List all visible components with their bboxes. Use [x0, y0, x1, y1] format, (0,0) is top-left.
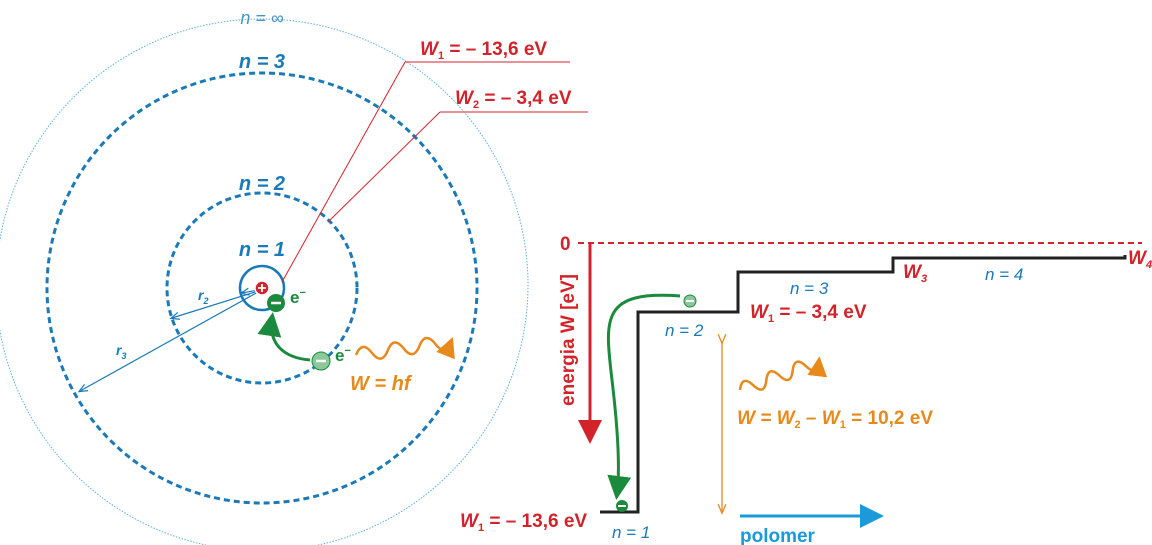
- level-label: W2 = – 3,4 eV: [455, 88, 572, 111]
- orbit-label: n = 3: [239, 51, 285, 73]
- transition-arrow: [271, 318, 310, 360]
- level-label: n = 4: [985, 265, 1023, 284]
- level-label: n = 3: [790, 279, 829, 298]
- orbit-label: n = ∞: [240, 8, 284, 28]
- level-label: n = 2: [665, 321, 704, 340]
- level-label: W3: [903, 262, 927, 285]
- axis-label: energia W [eV]: [558, 274, 579, 406]
- radius-label: r3: [116, 342, 126, 361]
- level-label: W1 = – 3,4 eV: [750, 302, 867, 325]
- zero-label: 0: [560, 234, 571, 255]
- orbit-label: n = 1: [239, 239, 285, 261]
- level-label: n = 1: [612, 523, 650, 542]
- atom: n = ∞ n = 3 n = 2 n = 1 r2 r3 W1 = – 13,…: [0, 8, 588, 545]
- electron-label: e−: [290, 287, 306, 307]
- electron-label: e−: [335, 345, 351, 365]
- leader-line: [282, 62, 405, 282]
- photon-wave: [738, 355, 822, 397]
- radius-arrow: [172, 291, 258, 318]
- diagram: n = ∞ n = 3 n = 2 n = 1 r2 r3 W1 = – 13,…: [0, 0, 1152, 545]
- orbit-label: n = 2: [239, 173, 285, 195]
- transition-label: W = W2 – W1 = 10,2 eV: [737, 408, 933, 431]
- energy-diagram: 0 energia W [eV] W1 = – 13,6 eV n = 1 n …: [460, 234, 1152, 545]
- leader-line: [328, 112, 440, 222]
- energy-steps: [600, 255, 1125, 512]
- radius-arrow: [80, 292, 258, 391]
- photon-wave: [355, 335, 452, 362]
- level-label: W1 = – 13,6 eV: [460, 511, 587, 534]
- level-label: W4: [1128, 248, 1152, 271]
- axis-label: polomer: [740, 526, 816, 545]
- level-label: W1 = – 13,6 eV: [420, 39, 547, 62]
- radius-label: r2: [198, 287, 208, 306]
- photon-label: W = hf: [350, 373, 413, 395]
